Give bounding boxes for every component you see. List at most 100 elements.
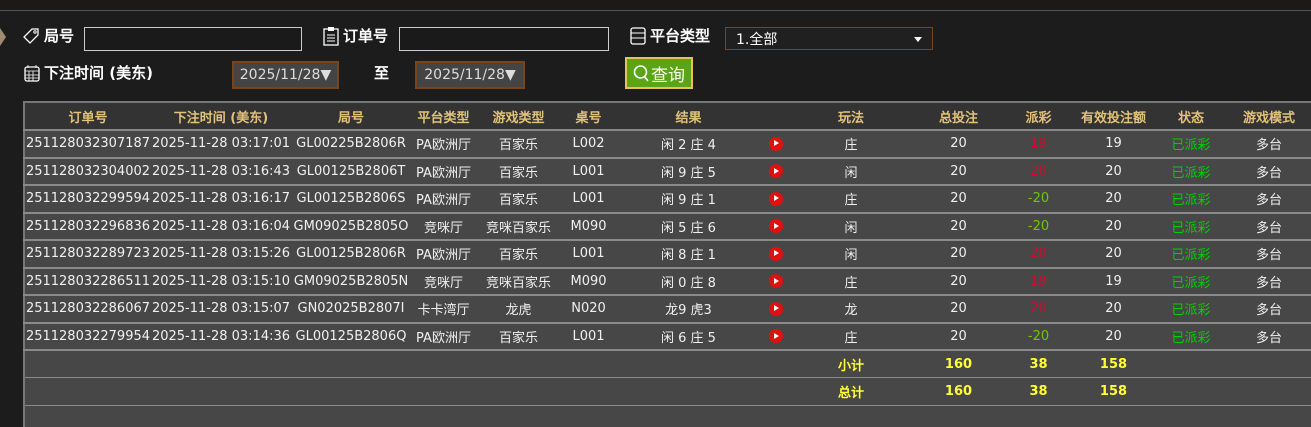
total-bet-cell: 20 [911,240,1006,269]
table-id-cell: L002 [561,130,616,159]
table-row[interactable]: 251128032299594 2025-11-28 03:16:17 GL0012… [24,185,1311,214]
empty-row [24,405,1311,427]
status-cell: 已派彩 [1156,212,1226,241]
column-header: 游戏模式 [1226,102,1311,131]
total-bet-cell: 20 [911,322,1006,351]
total-bet-cell: 20 [911,157,1006,186]
chevron-down-icon [914,37,922,42]
valid-bet-cell: 20 [1071,157,1156,186]
search-button-label: 查询 [651,65,685,86]
order-id-cell: 251128032279954 [24,322,151,351]
status-cell: 已派彩 [1156,267,1226,296]
replay-cell [761,157,791,186]
game-mode-cell: 多台 [1226,267,1311,296]
play-icon[interactable] [769,246,783,261]
tag-icon [23,27,39,44]
replay-cell [761,322,791,351]
bet-type-cell: 庄 [791,322,911,351]
payout-cell: -20 [1006,212,1071,241]
result-cell: 龙9 虎3 [616,295,761,324]
total-bet-cell: 20 [911,130,1006,159]
date-from-picker[interactable]: 2025/11/28▼ [232,61,339,89]
round-label: 局号 [23,25,74,46]
bet-time-cell: 2025-11-28 03:16:43 [151,157,291,186]
search-icon [633,65,649,82]
table-row[interactable]: 251128032279954 2025-11-28 03:14:36 GL0012… [24,322,1311,351]
column-header: 有效投注额 [1071,102,1156,131]
bet-time-cell: 2025-11-28 03:16:17 [151,185,291,214]
order-id-cell: 251128032286067 [24,295,151,324]
order-id-cell: 251128032289723 [24,240,151,269]
play-icon[interactable] [769,301,783,316]
total-row-payout: 38 [1006,377,1071,406]
game-type-cell: 百家乐 [476,157,561,186]
order-id-cell: 251128032286511 [24,267,151,296]
platform-cell: 竞咪厅 [411,212,476,241]
payout-cell: 20 [1006,157,1071,186]
total-bet-cell: 20 [911,267,1006,296]
play-icon[interactable] [769,136,783,151]
game-mode-cell: 多台 [1226,212,1311,241]
game-type-cell: 百家乐 [476,322,561,351]
order-id-cell: 251128032307187 [24,130,151,159]
status-cell: 已派彩 [1156,295,1226,324]
platform-select-value: 1.全部 [736,31,778,48]
bet-time-cell: 2025-11-28 03:15:10 [151,267,291,296]
round-id-cell: GM09025B2805N [291,267,411,296]
status-cell: 已派彩 [1156,322,1226,351]
search-button[interactable]: 查询 [625,57,693,89]
table-id-cell: L001 [561,157,616,186]
play-icon[interactable] [769,164,783,179]
table-header: 订单号 下注时间 (美东) 局号 平台类型 游戏类型 桌号 结果 玩法 总投注 派彩 有效投注额 状态… [24,102,1311,131]
game-type-cell: 龙虎 [476,295,561,324]
result-cell: 闲 8 庄 1 [616,240,761,269]
round-id-cell: GL00225B2806R [291,130,411,159]
game-type-cell: 百家乐 [476,240,561,269]
play-icon[interactable] [769,219,783,234]
table-id-cell: N020 [561,295,616,324]
valid-bet-cell: 20 [1071,295,1156,324]
table-row[interactable]: 251128032304002 2025-11-28 03:16:43 GL0012… [24,157,1311,186]
calendar-icon [24,64,40,82]
table-row[interactable]: 251128032286067 2025-11-28 03:15:07 GN0202… [24,295,1311,324]
subtotal-row-bet: 160 [911,350,1006,378]
round-input[interactable] [84,27,302,51]
platform-cell: PA欧洲厅 [411,322,476,351]
replay-cell [761,267,791,296]
platform-cell: PA欧洲厅 [411,185,476,214]
total-bet-cell: 20 [911,212,1006,241]
column-header: 总投注 [911,102,1006,131]
play-icon[interactable] [769,274,783,289]
summary-spacer [24,377,791,406]
time-label-text: 下注时间 (美东) [44,64,153,82]
result-cell: 闲 0 庄 8 [616,267,761,296]
platform-cell: PA欧洲厅 [411,240,476,269]
date-to-picker[interactable]: 2025/11/28▼ [415,61,525,89]
table-row[interactable]: 251128032296836 2025-11-28 03:16:04 GM0902… [24,212,1311,241]
table-row[interactable]: 251128032286511 2025-11-28 03:15:10 GM0902… [24,267,1311,296]
payout-cell: 19 [1006,130,1071,159]
platform-cell: PA欧洲厅 [411,130,476,159]
table-row[interactable]: 251128032307187 2025-11-28 03:17:01 GL0022… [24,130,1311,159]
replay-cell [761,240,791,269]
total-bet-cell: 20 [911,295,1006,324]
subtotal-row-payout: 38 [1006,350,1071,378]
play-icon[interactable] [769,329,783,344]
platform-cell: 卡卡湾厅 [411,295,476,324]
platform-select[interactable]: 1.全部 [725,27,933,50]
round-label-text: 局号 [44,27,75,45]
order-input[interactable] [399,27,609,51]
round-id-cell: GN02025B2807I [291,295,411,324]
summary-spacer [1156,377,1311,406]
table-id-cell: M090 [561,212,616,241]
play-icon[interactable] [769,191,783,206]
table-row[interactable]: 251128032289723 2025-11-28 03:15:26 GL0012… [24,240,1311,269]
replay-cell [761,130,791,159]
empty-cell [24,405,1311,427]
bet-type-cell: 闲 [791,240,911,269]
column-header [761,102,791,131]
clipboard-icon [323,26,339,46]
column-header: 桌号 [561,102,616,131]
column-header: 下注时间 (美东) [151,102,291,131]
bet-type-cell: 闲 [791,212,911,241]
